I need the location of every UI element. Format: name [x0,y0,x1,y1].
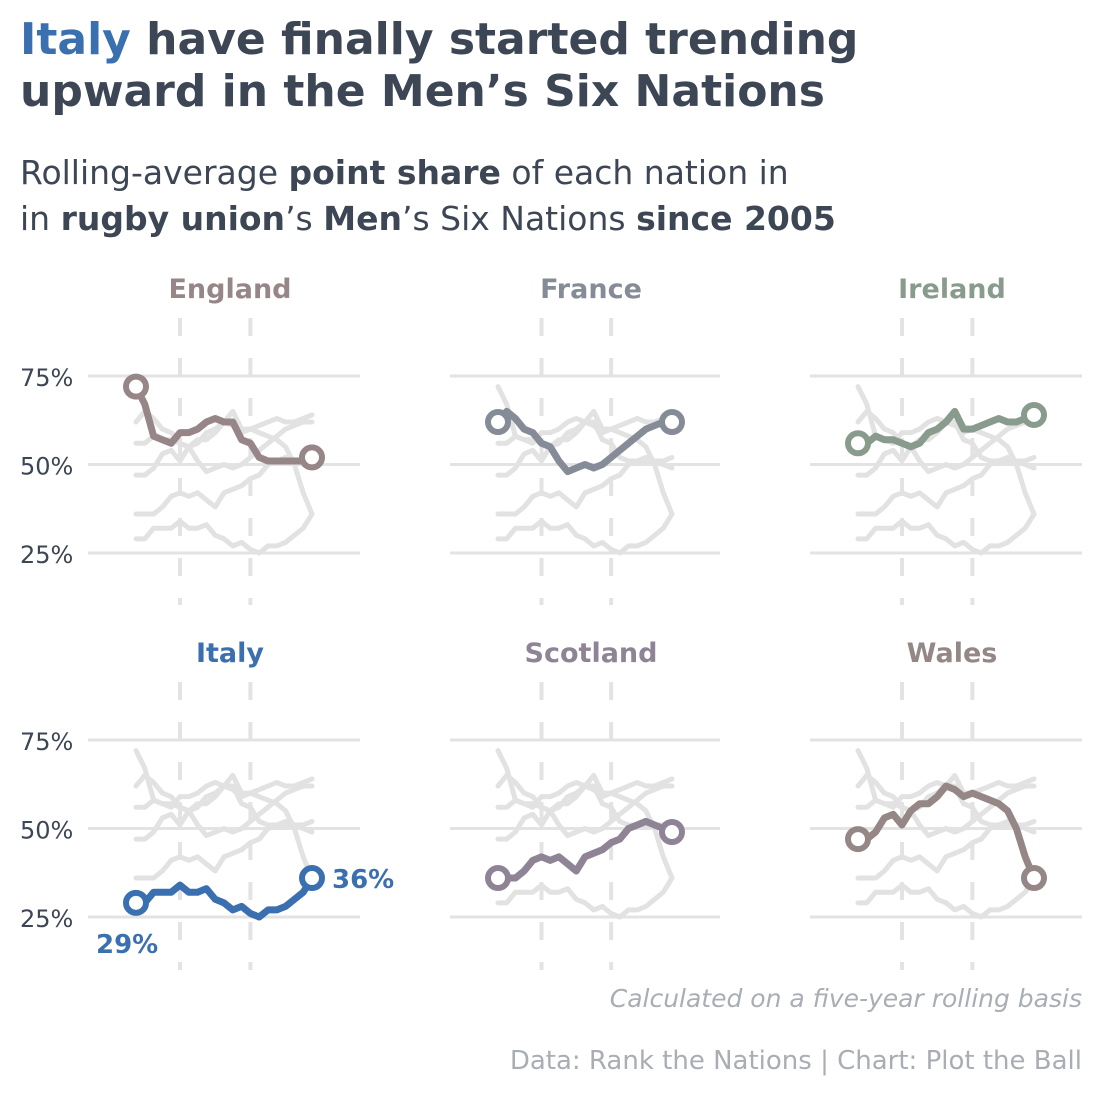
y-tick-label: 75% [20,364,73,392]
start-point [845,430,871,457]
series-line-france [494,407,676,476]
series-line-ireland [854,407,1038,451]
context-line-scotland [855,818,1037,881]
title-line2: upward in the Men’s Six Nations [20,66,825,117]
panel-title: Wales [907,638,998,669]
context-line-wales [495,783,675,881]
title-line1: have finally started trending [130,14,859,65]
start-point [123,373,149,400]
panel-wales: Wales [810,638,1082,970]
context-line-wales [133,783,315,881]
series-line-wales [854,782,1038,882]
context-line-italy [855,875,1037,920]
end-point [659,819,685,846]
subtitle-part: Rolling-average [20,153,289,192]
series-line-scotland [494,817,676,882]
end-point [659,409,685,436]
y-tick-label: 75% [20,728,73,756]
title-highlight: Italy [20,14,131,65]
subtitle-bold: point share [288,153,501,192]
y-tick-label: 25% [20,541,73,569]
start-point [485,409,511,436]
context-line-france [855,408,1037,475]
start-point [485,865,511,892]
panel-title: France [540,274,642,305]
context-line-wales [133,419,315,517]
panel-ireland: Ireland [810,274,1082,605]
panel-title: Ireland [898,274,1006,305]
subtitle-part: ’s Six Nations [401,199,637,238]
subtitle-bold: rugby union [60,199,286,238]
context-line-italy [133,511,315,556]
end-point [299,865,325,892]
start-point [123,889,149,916]
y-tick-label: 25% [20,905,73,933]
context-line-scotland [495,454,675,517]
panel-england: England 25% 50% 75% [20,274,360,605]
subtitle-part: of each nation in [500,153,789,192]
series-line-england [132,383,316,465]
end-point [299,444,325,471]
panel-title: Italy [196,638,264,669]
context-line-wales [495,419,675,517]
context-line-scotland [855,454,1037,517]
context-line-italy [495,875,675,920]
panel-france: France [450,274,720,605]
context-line-italy [495,511,675,556]
context-line-italy [855,511,1037,556]
panel-italy: Italy 25% 50% 75% 29% 36% [20,638,394,970]
subtitle-part: ’s [285,199,324,238]
series-line-italy [132,874,316,921]
end-point [1021,401,1047,428]
context-line-france [133,408,315,475]
context-line-scotland [133,818,315,881]
source-credit: Data: Rank the Nations | Chart: Plot the… [509,1046,1082,1076]
subtitle-bold: since 2005 [636,199,836,238]
context-line-france [495,772,675,839]
context-line-france [855,772,1037,839]
end-value-label: 36% [332,865,394,895]
context-line-wales [855,419,1037,517]
subtitle-bold: Men [323,199,402,238]
start-value-label: 29% [96,930,158,960]
panel-scotland: Scotland [450,638,720,970]
panel-title: Scotland [525,638,658,669]
chart-title: Italy have finally started trending upwar… [20,14,1090,118]
context-line-france [133,772,315,839]
calculation-note: Calculated on a five-year rolling basis [609,984,1082,1013]
start-point [845,826,871,853]
chart-subtitle: Rolling-average point share of each nati… [20,150,1090,242]
panel-title: England [168,274,291,305]
subtitle-part: in [20,199,61,238]
y-tick-label: 50% [20,817,73,845]
end-point [1021,865,1047,892]
y-tick-label: 50% [20,453,73,481]
